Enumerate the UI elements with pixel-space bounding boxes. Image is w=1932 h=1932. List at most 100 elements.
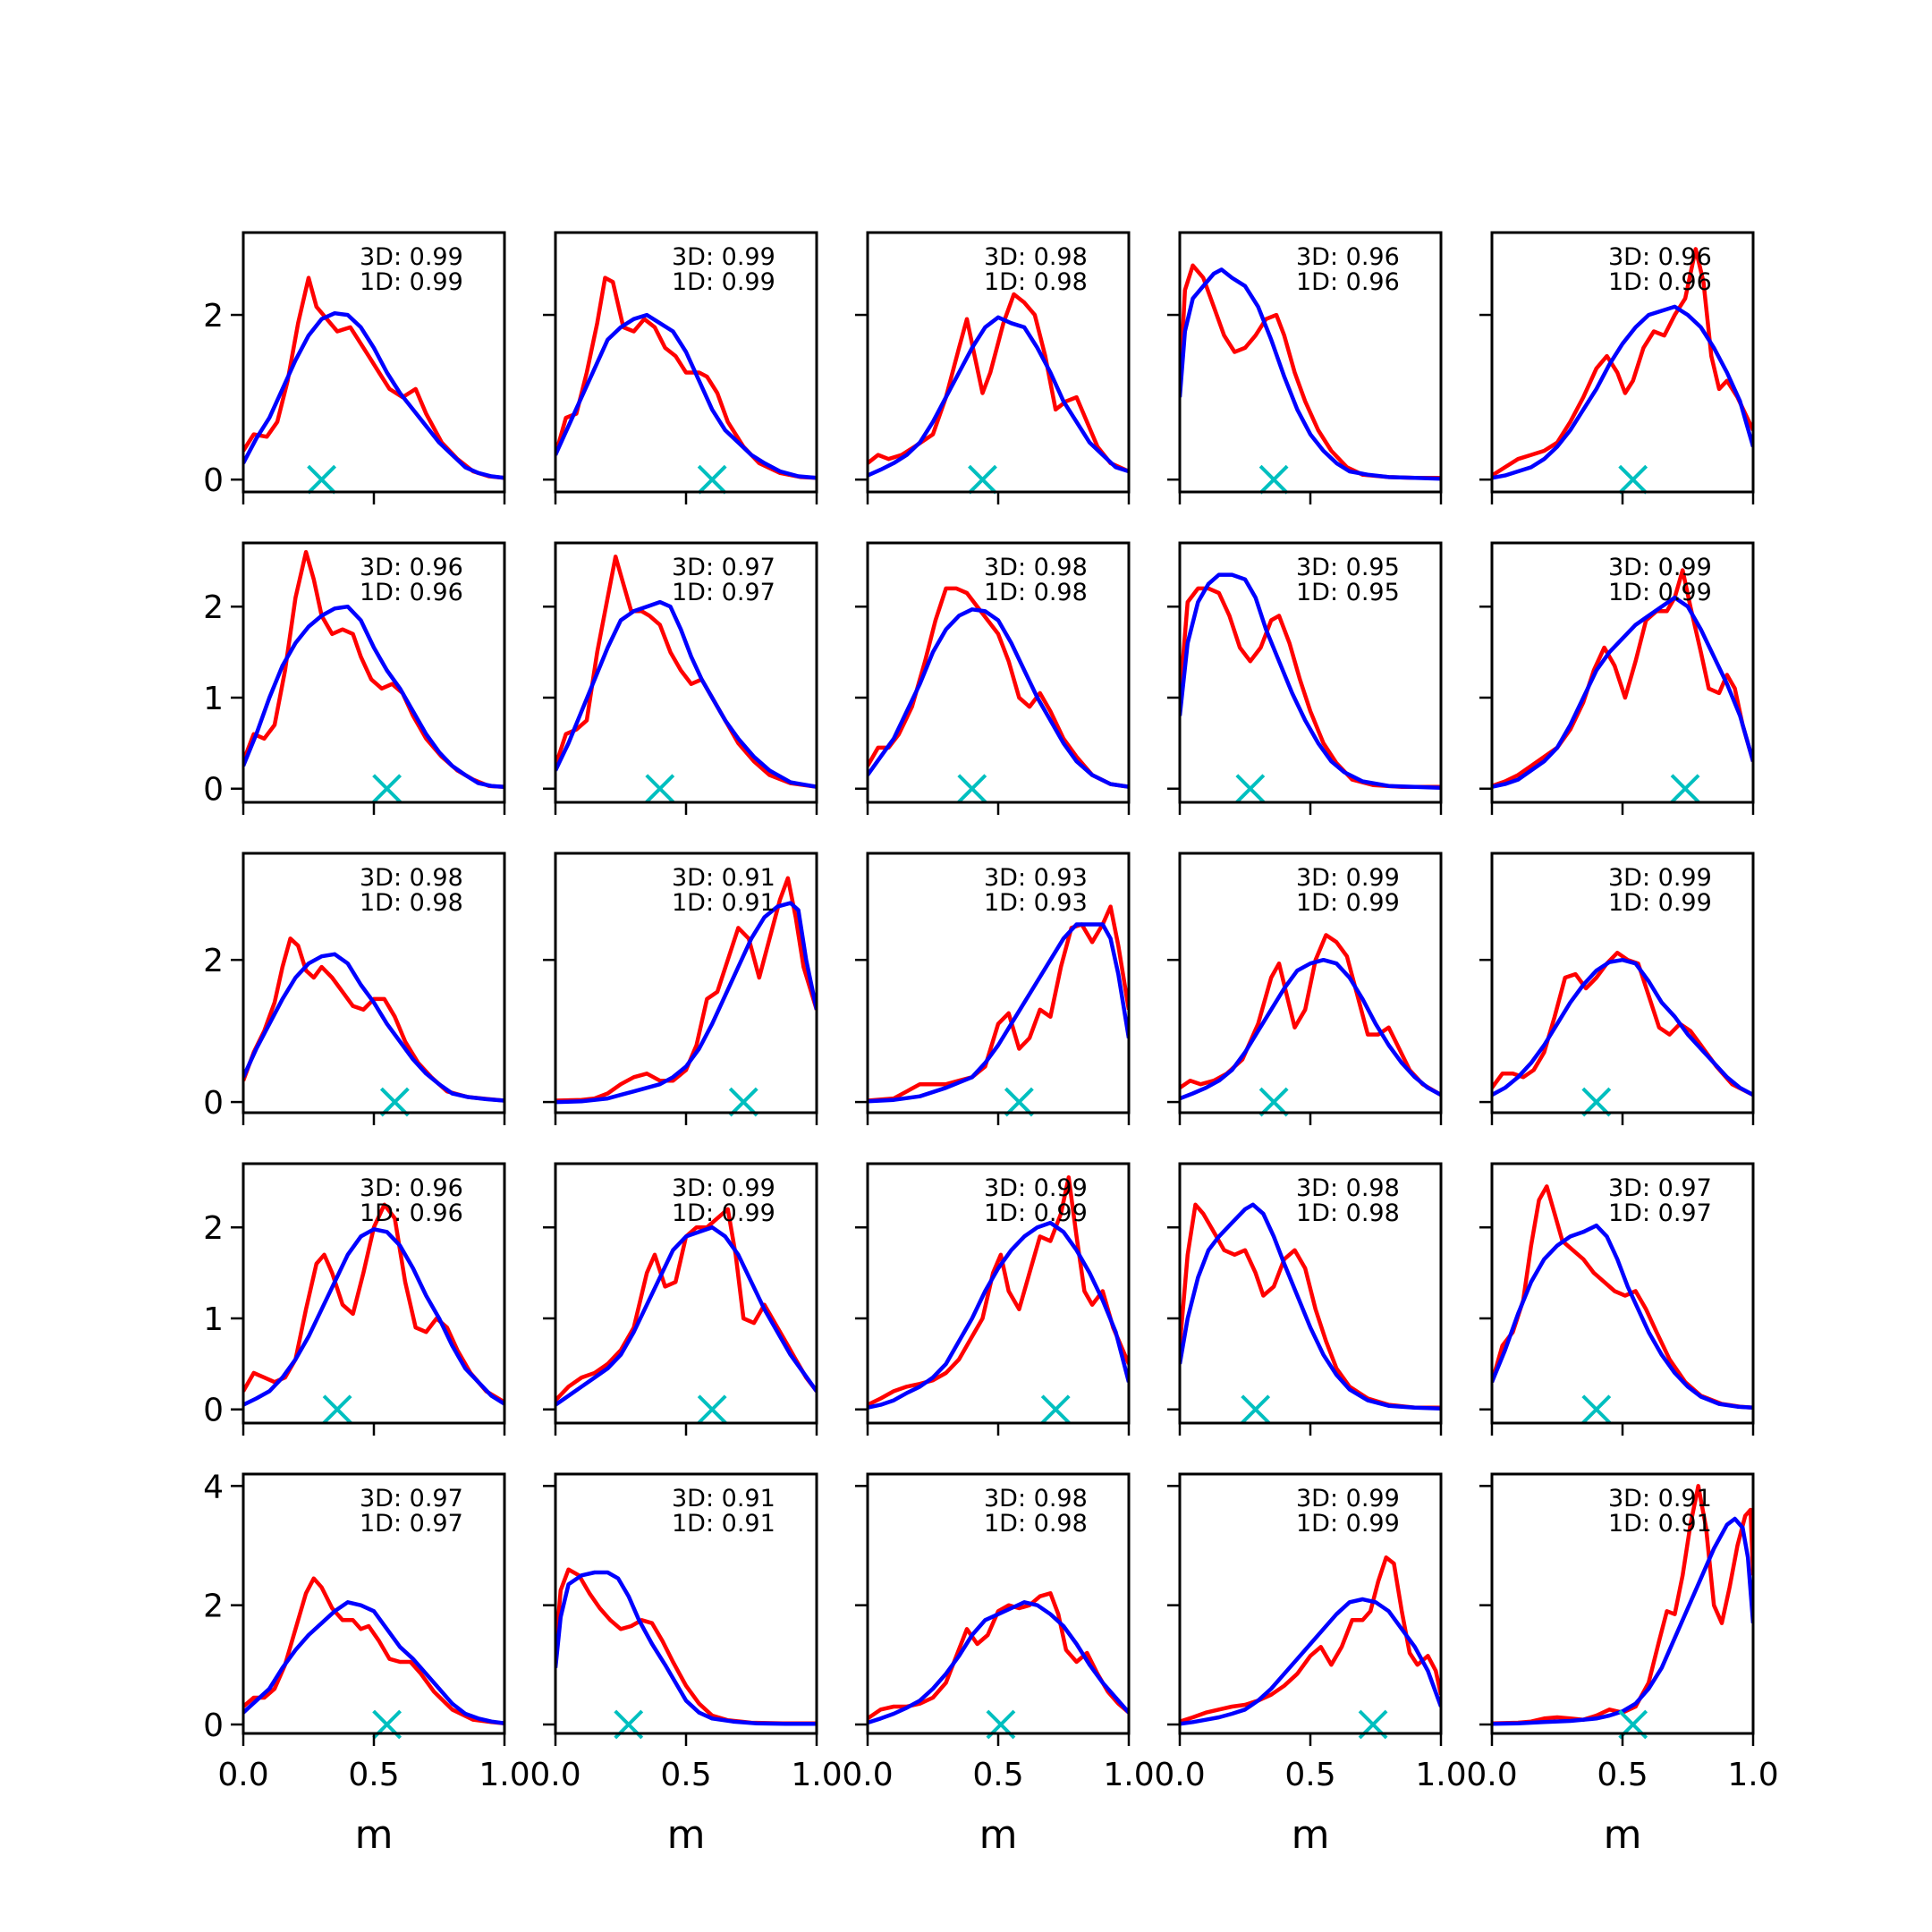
red-series-line (1180, 586, 1441, 789)
score-1d-label: 1D: 0.98 (360, 889, 463, 917)
red-series-line (243, 275, 504, 480)
score-3d-label: 3D: 0.99 (984, 1174, 1088, 1202)
marker-x (697, 464, 727, 495)
score-1d-label: 1D: 0.97 (672, 579, 775, 606)
x-tick-label: 1.0 (1727, 1757, 1778, 1793)
red-series-line (1180, 933, 1441, 1097)
score-3d-label: 3D: 0.91 (672, 864, 775, 892)
score-3d-label: 3D: 0.99 (1296, 864, 1400, 892)
marker-x (372, 774, 402, 804)
score-1d-label: 1D: 0.99 (1296, 889, 1400, 917)
score-3d-label: 3D: 0.96 (1608, 243, 1712, 271)
marker-x (968, 464, 997, 495)
score-3d-label: 3D: 0.99 (1608, 554, 1712, 581)
x-tick-label: 0.0 (1466, 1757, 1517, 1793)
score-3d-label: 3D: 0.96 (360, 1174, 463, 1202)
x-tick-label: 0.5 (1284, 1757, 1335, 1793)
blue-series-line (868, 315, 1129, 478)
x-axis-label: m (1292, 1812, 1330, 1858)
blue-series-line (1492, 1516, 1753, 1726)
marker-x (1618, 464, 1648, 495)
score-1d-label: 1D: 0.91 (672, 1510, 775, 1538)
marker-x (728, 1087, 758, 1117)
red-series-line (1180, 1555, 1441, 1724)
y-tick-label: 0 (203, 1085, 224, 1122)
x-axis-label: m (667, 1812, 706, 1858)
y-tick-label: 4 (203, 1469, 224, 1505)
blue-series-line (1180, 957, 1441, 1101)
red-series-line (868, 586, 1129, 789)
score-1d-label: 1D: 0.99 (672, 268, 775, 296)
x-tick-label: 0.5 (660, 1757, 711, 1793)
score-3d-label: 3D: 0.97 (672, 554, 775, 581)
red-series-line (243, 936, 504, 1103)
x-tick-label: 0.0 (842, 1757, 893, 1793)
x-tick-label: 0.0 (530, 1757, 580, 1793)
score-1d-label: 1D: 0.99 (672, 1199, 775, 1227)
y-tick-label: 2 (203, 1210, 224, 1247)
score-1d-label: 1D: 0.97 (1608, 1199, 1712, 1227)
blue-series-line (1180, 1597, 1441, 1726)
marker-x (1581, 1394, 1612, 1425)
score-3d-label: 3D: 0.97 (360, 1485, 463, 1513)
x-tick-label: 1.0 (791, 1757, 842, 1793)
blue-series-line (1492, 304, 1753, 480)
marker-x (379, 1087, 410, 1117)
y-tick-label: 0 (203, 1393, 224, 1429)
x-tick-label: 0.5 (1597, 1757, 1648, 1793)
blue-series-line (868, 1220, 1129, 1410)
red-series-line (555, 555, 817, 789)
blue-series-line (868, 607, 1129, 789)
score-1d-label: 1D: 0.97 (360, 1510, 463, 1538)
x-tick-label: 0.0 (1154, 1757, 1205, 1793)
score-3d-label: 3D: 0.99 (672, 1174, 775, 1202)
x-tick-label: 0.0 (217, 1757, 268, 1793)
red-series-line (1492, 1484, 1753, 1725)
blue-series-line (1180, 1202, 1441, 1411)
score-3d-label: 3D: 0.96 (1296, 243, 1400, 271)
score-1d-label: 1D: 0.98 (984, 268, 1088, 296)
marker-x (1258, 1087, 1289, 1117)
marker-x (957, 774, 987, 804)
marker-x (1581, 1087, 1612, 1117)
score-3d-label: 3D: 0.99 (1296, 1485, 1400, 1513)
marker-x (1670, 774, 1700, 804)
blue-series-line (1492, 595, 1753, 789)
score-3d-label: 3D: 0.93 (984, 864, 1088, 892)
marker-x (1258, 464, 1289, 495)
score-3d-label: 3D: 0.95 (1296, 554, 1400, 581)
marker-x (1040, 1394, 1071, 1425)
score-1d-label: 1D: 0.98 (984, 1510, 1088, 1538)
red-series-line (555, 1207, 817, 1402)
x-tick-label: 1.0 (479, 1757, 530, 1793)
y-tick-label: 1 (203, 1301, 224, 1338)
y-tick-label: 0 (203, 1707, 224, 1744)
score-3d-label: 3D: 0.91 (672, 1485, 775, 1513)
blue-series-line (1492, 957, 1753, 1097)
red-series-line (868, 1175, 1129, 1407)
x-tick-label: 0.5 (348, 1757, 399, 1793)
marker-x (645, 774, 675, 804)
red-series-line (868, 904, 1129, 1103)
red-series-line (555, 876, 817, 1103)
x-tick-label: 1.0 (1415, 1757, 1466, 1793)
red-series-line (1180, 263, 1441, 480)
score-3d-label: 3D: 0.97 (1608, 1174, 1712, 1202)
blue-series-line (868, 1600, 1129, 1725)
